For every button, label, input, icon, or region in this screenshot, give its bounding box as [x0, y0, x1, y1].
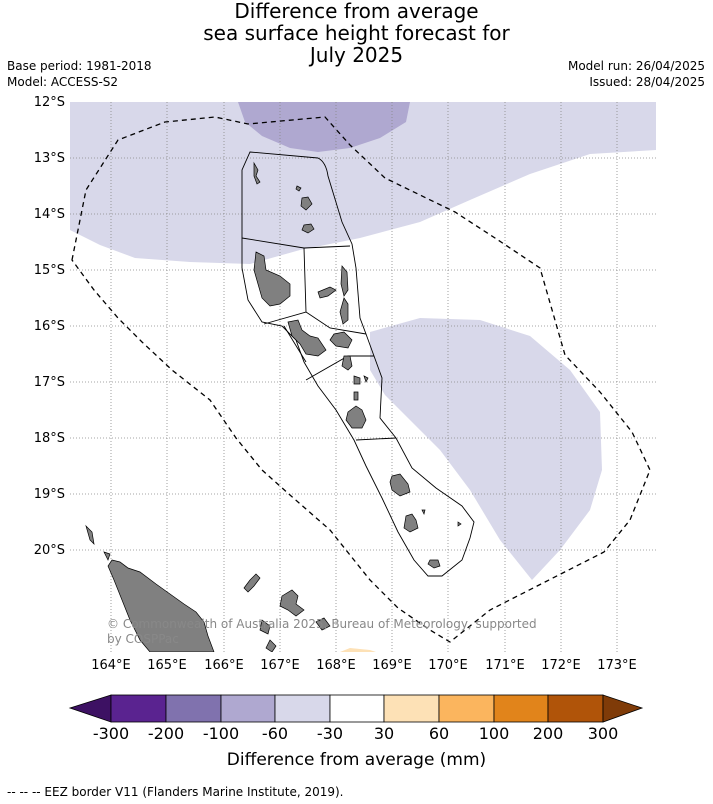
lon-label: 164°E [91, 658, 131, 673]
colorbar-title: Difference from average (mm) [226, 750, 487, 770]
lat-label: 19°S [33, 487, 65, 502]
lat-label: 14°S [33, 207, 65, 222]
lat-label: 13°S [33, 151, 65, 166]
colorbar-tick-label: 100 [478, 724, 510, 743]
meta-left: Base period: 1981-2018 Model: ACCESS-S2 [7, 58, 152, 90]
meta-right: Model run: 26/04/2025 Issued: 28/04/2025 [568, 58, 705, 90]
colorbar-tick-label: 30 [373, 724, 395, 743]
islands [85, 161, 462, 652]
colorbar-extend-high [602, 694, 644, 723]
title-line-1: Difference from average [234, 0, 479, 23]
colorbar-tick-label: -200 [147, 724, 185, 743]
colorbar-bin [110, 694, 167, 723]
lon-label: 165°E [147, 658, 187, 673]
colorbar-bin [438, 694, 495, 723]
colorbar-tick-label: 60 [428, 724, 450, 743]
lat-label: 18°S [33, 431, 65, 446]
colorbar-tick-label: -100 [202, 724, 240, 743]
colorbar-bin [383, 694, 440, 723]
anomaly-region-minus-60 [238, 102, 410, 152]
colorbar-bin [165, 694, 222, 723]
lon-label: 169°E [372, 658, 412, 673]
base-period: Base period: 1981-2018 [7, 59, 152, 73]
colorbar-tick-label: -30 [316, 724, 344, 743]
colorbar-bin [220, 694, 276, 723]
colorbar-bin [493, 694, 549, 723]
chart-title: Difference from average sea surface heig… [0, 0, 713, 66]
colorbar-extend-low [68, 694, 112, 723]
eez-legend-note: -- -- -- EEZ border V11 (Flanders Marine… [7, 785, 344, 799]
lon-label: 171°E [485, 658, 525, 673]
lat-label: 20°S [33, 543, 65, 558]
anomaly-region-plus-30 [340, 648, 376, 652]
lat-label: 15°S [33, 263, 65, 278]
lon-label: 172°E [541, 658, 581, 673]
colorbar-tick-label: 300 [587, 724, 619, 743]
colorbar-bin [547, 694, 604, 723]
model-run: Model run: 26/04/2025 [567, 59, 705, 73]
lon-label: 173°E [597, 658, 637, 673]
lat-label: 16°S [33, 319, 65, 334]
copyright-notice: © Commonwealth of Australia 2025, Bureau… [107, 617, 537, 646]
colorbar-bin [329, 694, 385, 723]
colorbar-tick-label: 200 [532, 724, 564, 743]
colorbar [68, 694, 644, 723]
anomaly-region-minus-30-east [370, 318, 602, 580]
issued-date: Issued: 28/04/2025 [589, 75, 705, 89]
lon-label: 168°E [316, 658, 356, 673]
lon-label: 166°E [204, 658, 244, 673]
title-line-3: July 2025 [309, 43, 404, 67]
model-name: Model: ACCESS-S2 [7, 75, 119, 89]
lon-label: 167°E [260, 658, 300, 673]
lon-label: 170°E [428, 658, 468, 673]
lat-label: 17°S [33, 375, 65, 390]
colorbar-tick-label: -60 [261, 724, 289, 743]
colorbar-tick-label: -300 [92, 724, 130, 743]
colorbar-bin [274, 694, 331, 723]
title-line-2: sea surface height forecast for [203, 21, 510, 45]
lat-label: 12°S [33, 95, 65, 110]
anomaly-region-minus-30-north [70, 102, 656, 264]
